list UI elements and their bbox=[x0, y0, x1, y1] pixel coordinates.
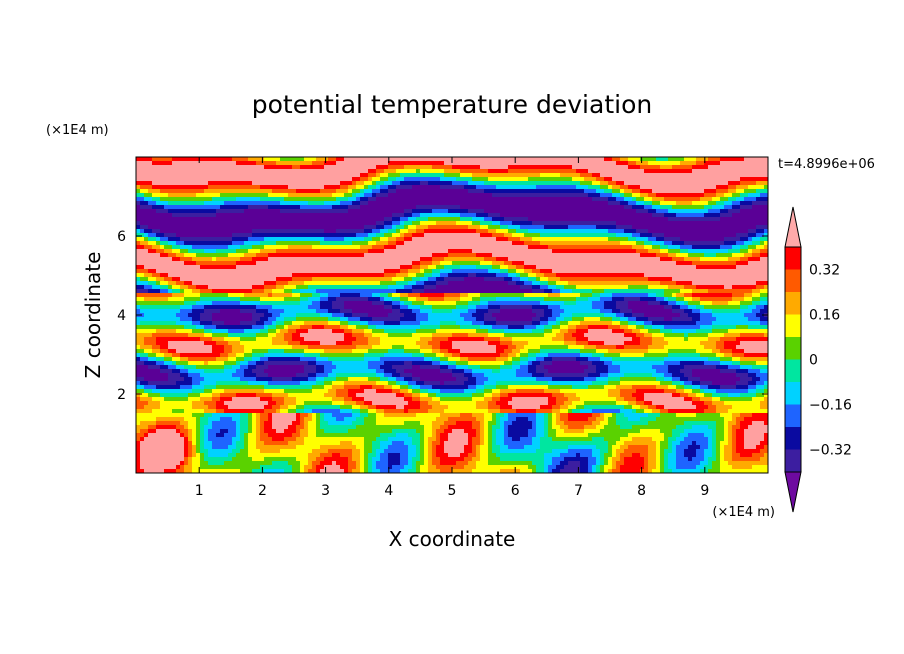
colorbar-band bbox=[785, 449, 801, 472]
y-tick-label: 4 bbox=[117, 308, 126, 324]
x-tick-label: 4 bbox=[384, 483, 393, 499]
chart-title: potential temperature deviation bbox=[252, 90, 652, 119]
x-tick-label: 5 bbox=[448, 483, 457, 499]
colorbar-over-arrow bbox=[784, 206, 802, 248]
colorbar-label: 0 bbox=[809, 353, 818, 369]
colorbar-label: 0.32 bbox=[809, 263, 840, 279]
colorbar-band bbox=[785, 292, 801, 315]
colorbar-band bbox=[785, 269, 801, 292]
y-axis-title: Z coordinate bbox=[81, 252, 105, 379]
y-tick-label: 2 bbox=[117, 387, 126, 403]
colorbar-band bbox=[785, 382, 801, 405]
colorbar-label: −0.16 bbox=[809, 398, 852, 414]
colorbar-band bbox=[785, 404, 801, 427]
colorbar: 0.32 0.16 0 −0.16 −0.32 bbox=[784, 206, 852, 513]
colorbar-band bbox=[785, 359, 801, 382]
time-label: t=4.8996e+06 bbox=[778, 157, 875, 172]
x-tick-label: 6 bbox=[511, 483, 520, 499]
colorbar-frame bbox=[784, 246, 802, 473]
x-tick-label: 9 bbox=[700, 483, 709, 499]
colorbar-band bbox=[785, 427, 801, 450]
x-tick-label: 7 bbox=[574, 483, 583, 499]
colorbar-band bbox=[785, 314, 801, 337]
colorbar-band bbox=[785, 247, 801, 270]
x-unit-label: (×1E4 m) bbox=[712, 505, 775, 520]
colorbar-band bbox=[785, 337, 801, 360]
colorbar-under-arrow bbox=[784, 471, 802, 513]
colorbar-label: 0.16 bbox=[809, 308, 840, 324]
x-tick-label: 2 bbox=[258, 483, 267, 499]
contour-field bbox=[136, 157, 768, 473]
x-axis: 1 2 3 4 5 6 7 8 9 bbox=[195, 157, 709, 499]
x-tick-label: 1 bbox=[195, 483, 204, 499]
y-unit-label: (×1E4 m) bbox=[46, 123, 109, 138]
colorbar-label: −0.32 bbox=[809, 443, 852, 459]
y-tick-label: 6 bbox=[117, 229, 126, 245]
x-axis-title: X coordinate bbox=[389, 527, 516, 551]
x-tick-label: 8 bbox=[637, 483, 646, 499]
y-axis: 2 4 6 bbox=[117, 229, 768, 403]
x-tick-label: 3 bbox=[321, 483, 330, 499]
